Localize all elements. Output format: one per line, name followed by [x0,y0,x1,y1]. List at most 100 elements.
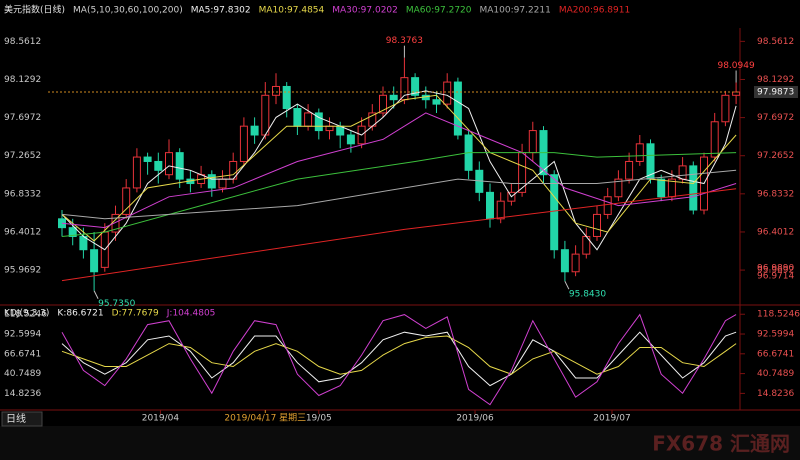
annotation-pointer [564,280,570,290]
candle-body [453,81,462,136]
legend-text: MA5:97.8302 [191,6,251,16]
y-tick-label: 96.8332 [4,189,41,199]
y-tick-label: 118.5246 [4,310,47,320]
candle-body [625,160,634,180]
y-tick-label: 98.5612 [757,37,794,47]
y-tick-label: 40.7489 [4,369,41,379]
candle-body [218,178,227,189]
x-tick-label: 19/05 [306,414,332,424]
y-tick-label: 97.2652 [757,151,794,161]
candle-body [325,125,334,132]
series-line [61,112,737,229]
candle-body [154,160,163,171]
side-label: 96.9714 [757,272,794,282]
legend-text: MA60:97.2720 [406,6,472,16]
series-line [61,152,737,237]
y-tick-label: 98.1292 [4,75,41,85]
candle-body [443,81,452,105]
x-tick-label: 2019/07 [593,414,630,424]
candle-body [678,165,687,180]
candle-body [486,191,494,220]
legend-text: MA(5,10,30,60,100,200) [73,6,183,16]
bottom-bar [0,426,800,460]
y-tick-label: 96.4012 [4,227,41,237]
candle-body [550,174,559,251]
annotation-label: 95.8430 [569,290,606,300]
candle-body [207,174,216,189]
series-line [61,188,737,282]
candle-body [261,94,270,136]
legend-text: 美元指数(日线) [4,4,65,16]
annotation-label: 95.7350 [98,299,135,309]
y-tick-label: 95.9692 [4,266,41,276]
side-label: 96.9890 [757,264,794,274]
x-tick-label: 2019/04 [142,414,180,424]
candle-body [68,227,77,237]
x-tick-label: 2019/06 [456,414,494,424]
candle-body [90,249,99,273]
candle-body [528,130,537,154]
y-tick-label: 97.6972 [757,113,794,123]
candle-body [496,200,505,220]
legend-text: KDJ(9,3,3) [4,309,49,319]
candle-body [657,178,666,198]
legend-text: D:77.7679 [112,309,159,319]
tab-label[interactable]: 日线 [6,412,26,425]
candle-body [282,85,291,110]
y-tick-label: 92.5994 [757,330,794,340]
candle-body [603,196,612,215]
legend-text: K:86.6721 [57,309,103,319]
candle-body [250,125,259,136]
legend-text: MA10:97.4854 [259,6,325,16]
annotation-label: 98.3763 [386,36,423,46]
candle-body [571,253,580,273]
candle-body [239,125,248,162]
candle-body [293,108,302,127]
candle-body [122,187,131,215]
annotation-label: 98.0949 [717,61,754,71]
candle-body [272,85,280,96]
series-line [61,335,737,375]
candle-body [593,213,601,237]
y-tick-label: 66.6741 [757,349,794,359]
legend-text: MA100:97.2211 [480,6,551,16]
candle-body [143,156,152,162]
last-price-label: 97.9873 [757,88,794,98]
y-tick-label: 97.2652 [4,151,41,161]
series-line [61,94,737,242]
candle-body [346,134,355,145]
candle-body [432,99,441,105]
series-line [61,313,737,406]
y-tick-label: 98.5612 [4,37,41,47]
y-tick-label: 98.1292 [757,75,794,85]
watermark: FX678 汇通网 [652,432,790,456]
candle-body [304,112,313,127]
series-line [61,169,737,220]
cursor-label: 2019/04/17 星期三 [224,413,306,424]
candle-body [314,112,323,132]
legend-text: MA200:96.8911 [559,6,630,16]
last-price-box [754,86,798,99]
tab[interactable] [1,411,43,427]
y-tick-label: 97.6972 [4,113,41,123]
series-line [61,90,737,251]
y-tick-label: 14.8236 [4,389,41,399]
y-tick-label: 66.6741 [4,349,41,359]
series-line [61,331,737,387]
candle-body [689,165,698,211]
y-tick-label: 96.4012 [757,227,794,237]
candle-body [379,94,387,114]
candle-body [614,178,623,198]
candle-body [132,156,141,189]
candle-body [560,249,569,273]
candle-body [400,77,409,101]
candle-body [389,94,398,101]
candle-body [175,152,184,180]
y-tick-label: 118.5246 [757,310,800,320]
candle-body [635,143,644,162]
candle-body [710,121,719,158]
candle-body [165,152,173,176]
candle-body [721,94,730,123]
legend-text: MA30:97.0202 [332,6,398,16]
